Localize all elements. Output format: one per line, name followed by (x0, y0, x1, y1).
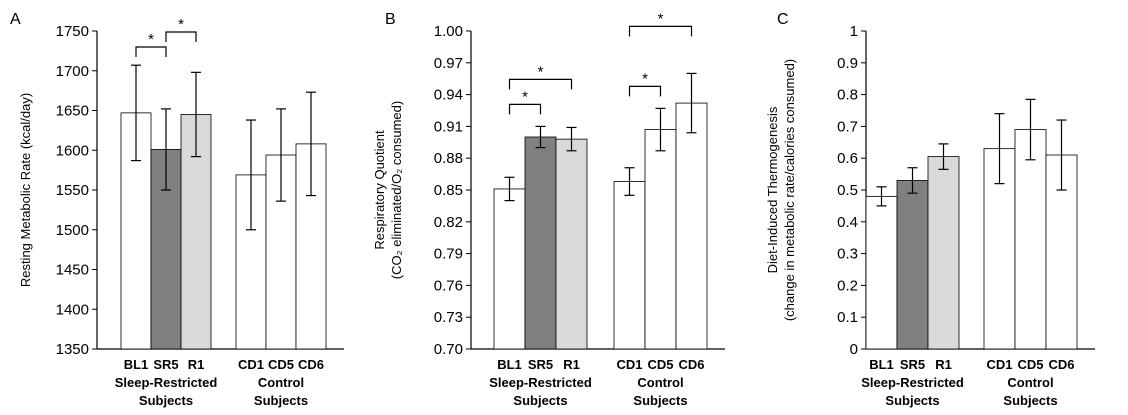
panel-label: B (385, 11, 396, 28)
significance-marker: * (538, 63, 544, 80)
y-tick-label: 0.85 (434, 182, 463, 199)
y-tick-label: 1400 (56, 301, 89, 318)
x-tick-label: CD5 (1017, 357, 1043, 372)
y-tick-label: 0.97 (434, 55, 463, 72)
y-tick-label: 0.91 (434, 118, 463, 135)
group-label: Subjects (885, 393, 939, 408)
bar (493, 188, 526, 350)
group-label: Subjects (633, 393, 687, 408)
panel-label: A (10, 11, 21, 28)
bar (613, 181, 646, 350)
y-tick-label: 1750 (56, 23, 89, 40)
y-axis-title: Respiratory Quotient (372, 130, 387, 250)
y-tick-label: 1550 (56, 182, 89, 199)
y-tick-label: 0.2 (837, 277, 858, 294)
y-tick-label: 1.00 (434, 23, 463, 40)
significance-bracket (628, 25, 693, 37)
x-tick-label: R1 (188, 357, 205, 372)
y-tick-label: 0.79 (434, 246, 463, 263)
group-label: Subjects (139, 393, 193, 408)
y-tick-label: 1350 (56, 341, 89, 358)
bar (644, 129, 677, 350)
x-tick-label: CD6 (1048, 357, 1074, 372)
y-axis-title: Resting Metabolic Rate (kcal/day) (18, 93, 33, 287)
y-tick-label: 0.6 (837, 150, 858, 167)
y-tick-label: 1500 (56, 222, 89, 239)
y-tick-label: 0.76 (434, 277, 463, 294)
panel-label: C (777, 11, 789, 28)
y-tick-label: 0.9 (837, 55, 858, 72)
bar (865, 195, 898, 350)
x-tick-label: CD5 (647, 357, 673, 372)
significance-bracket (508, 103, 542, 115)
significance-marker: * (658, 10, 664, 27)
bar (1014, 129, 1047, 350)
x-tick-label: CD1 (616, 357, 642, 372)
bar (524, 136, 557, 350)
y-tick-label: 0.94 (434, 87, 463, 104)
y-tick-label: 0.70 (434, 341, 463, 358)
x-tick-label: BL1 (124, 357, 149, 372)
group-label: Sleep-Restricted (861, 375, 964, 390)
significance-marker: * (178, 16, 184, 33)
y-tick-label: 1650 (56, 103, 89, 120)
significance-marker: * (522, 88, 528, 105)
group-label: Sleep-Restricted (115, 375, 218, 390)
x-tick-label: CD1 (238, 357, 264, 372)
bar (927, 156, 960, 350)
significance-bracket (135, 46, 167, 57)
bar (555, 138, 588, 350)
y-tick-label: 1600 (56, 142, 89, 159)
x-tick-label: BL1 (497, 357, 522, 372)
x-tick-label: BL1 (869, 357, 894, 372)
y-axis-title: (CO₂ eliminated/O₂ consumed) (389, 101, 404, 279)
y-tick-label: 0.82 (434, 214, 463, 231)
y-tick-label: 0.4 (837, 214, 858, 231)
x-tick-label: CD1 (986, 357, 1012, 372)
y-tick-label: 0.1 (837, 309, 858, 326)
x-tick-label: CD6 (298, 357, 324, 372)
x-tick-label: CD5 (268, 357, 294, 372)
group-label: Control (637, 375, 683, 390)
significance-bracket (508, 78, 573, 90)
group-label: Sleep-Restricted (489, 375, 592, 390)
significance-bracket (165, 31, 197, 42)
y-tick-label: 0.3 (837, 246, 858, 263)
group-label: Subjects (1003, 393, 1057, 408)
x-tick-label: CD6 (678, 357, 704, 372)
group-label: Subjects (513, 393, 567, 408)
y-tick-label: 1450 (56, 262, 89, 279)
x-tick-label: SR5 (528, 357, 553, 372)
y-tick-label: 0.7 (837, 118, 858, 135)
y-tick-label: 1 (850, 23, 858, 40)
x-tick-label: R1 (935, 357, 952, 372)
y-tick-label: 0 (850, 341, 858, 358)
group-label: Control (1007, 375, 1053, 390)
x-tick-label: SR5 (153, 357, 178, 372)
x-tick-label: SR5 (900, 357, 925, 372)
x-tick-label: R1 (563, 357, 580, 372)
y-axis-title: Diet-Induced Thermogenesis (765, 106, 780, 273)
group-label: Control (258, 375, 304, 390)
bar (675, 102, 708, 350)
group-label: Subjects (254, 393, 308, 408)
y-tick-label: 0.73 (434, 309, 463, 326)
y-tick-label: 0.88 (434, 150, 463, 167)
y-axis-title: (change in metabolic rate/calories consu… (782, 59, 797, 321)
significance-marker: * (148, 31, 154, 48)
significance-bracket (628, 85, 662, 97)
bar (896, 180, 929, 350)
y-tick-label: 0.8 (837, 87, 858, 104)
y-tick-label: 0.5 (837, 182, 858, 199)
significance-marker: * (642, 70, 648, 87)
y-tick-label: 1700 (56, 63, 89, 80)
